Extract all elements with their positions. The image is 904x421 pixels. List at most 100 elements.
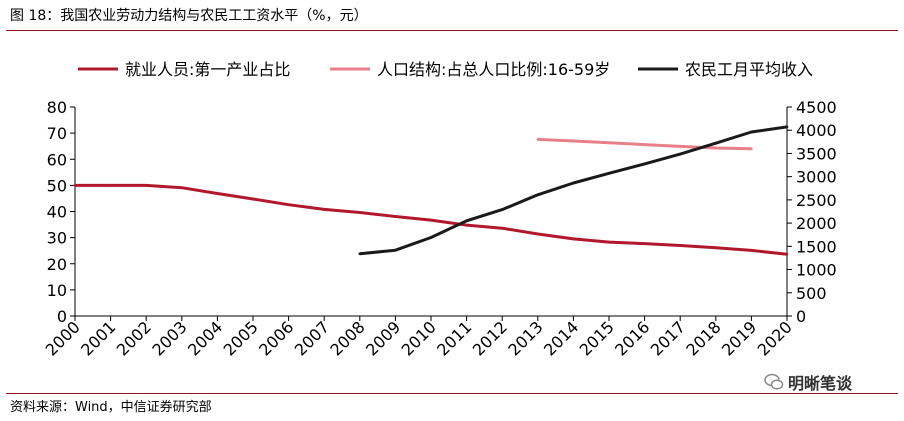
x-tick-label: 2009 bbox=[362, 317, 404, 359]
x-tick-label: 2002 bbox=[113, 317, 155, 359]
title-divider bbox=[6, 30, 898, 31]
data-point bbox=[358, 252, 362, 256]
series-3 bbox=[358, 125, 789, 256]
data-point bbox=[643, 143, 646, 146]
data-point bbox=[216, 192, 219, 195]
data-point bbox=[394, 248, 397, 252]
x-tick-label: 2013 bbox=[504, 317, 546, 359]
data-point bbox=[429, 218, 433, 222]
dual-axis-line-chart: 就业人员:第一产业占比 人口结构:占总人口比例:16-59岁 农民工月平均收入 0 1… bbox=[42, 60, 837, 360]
x-tick-label: 2018 bbox=[682, 317, 724, 359]
data-point bbox=[785, 253, 789, 256]
series-line bbox=[359, 125, 788, 256]
data-point bbox=[394, 215, 397, 218]
x-tick-label: 2004 bbox=[184, 317, 226, 359]
data-point bbox=[607, 141, 611, 145]
x-tick-label: 2010 bbox=[398, 317, 440, 359]
data-point bbox=[607, 240, 611, 244]
right-tick-label: 3500 bbox=[796, 144, 837, 163]
right-y-axis: 0 500 1000 1500 2000 2500 3000 3500 4000 4500 bbox=[786, 98, 837, 326]
x-tick-label: 2001 bbox=[77, 317, 119, 359]
x-tick-label: 2005 bbox=[220, 317, 262, 359]
x-tick-label: 2008 bbox=[326, 317, 368, 359]
chart-series bbox=[73, 125, 789, 256]
data-point bbox=[536, 193, 540, 197]
right-tick-label: 1000 bbox=[796, 261, 837, 280]
x-axis: 2000200120022003200420052006200720082009… bbox=[42, 315, 796, 360]
legend-label: 人口结构:占总人口比例:16-59岁 bbox=[377, 60, 610, 79]
watermark: 明晰笔谈 bbox=[764, 370, 852, 394]
x-tick-label: 2016 bbox=[611, 317, 653, 359]
right-tick-label: 0 bbox=[796, 307, 806, 326]
data-point bbox=[500, 208, 504, 211]
data-point bbox=[750, 147, 753, 151]
source-note: 资料来源：Wind，中信证券研究部 bbox=[10, 400, 212, 415]
data-point bbox=[322, 208, 326, 211]
data-point bbox=[572, 139, 575, 143]
source-divider bbox=[6, 393, 898, 394]
left-tick-label: 0 bbox=[57, 307, 67, 326]
left-y-axis: 0 10 20 30 40 50 60 70 80 bbox=[47, 98, 76, 326]
data-point bbox=[287, 203, 290, 206]
chart-title: 图 18：我国农业劳动力结构与农民工工资水平（%，元） bbox=[10, 8, 368, 24]
left-tick-label: 30 bbox=[47, 229, 67, 248]
series-2 bbox=[536, 137, 753, 151]
data-point bbox=[643, 162, 646, 166]
x-tick-label: 2003 bbox=[148, 317, 190, 359]
x-tick-label: 2020 bbox=[754, 317, 796, 359]
data-point bbox=[109, 184, 112, 187]
data-point bbox=[429, 236, 433, 239]
data-point bbox=[144, 184, 148, 187]
right-tick-label: 2500 bbox=[796, 191, 837, 210]
data-point bbox=[643, 242, 646, 245]
data-point bbox=[607, 172, 611, 175]
wechat-icon bbox=[764, 373, 784, 390]
x-tick-label: 2007 bbox=[291, 317, 333, 359]
x-tick-label: 2006 bbox=[255, 317, 297, 359]
data-point bbox=[572, 237, 575, 241]
left-tick-label: 60 bbox=[47, 150, 67, 169]
x-tick-label: 2017 bbox=[647, 317, 689, 359]
data-point bbox=[714, 141, 718, 145]
data-point bbox=[251, 197, 255, 201]
left-tick-label: 80 bbox=[47, 98, 67, 117]
data-point bbox=[750, 249, 753, 252]
left-tick-label: 10 bbox=[47, 281, 67, 300]
right-tick-label: 4000 bbox=[796, 121, 837, 140]
left-tick-label: 70 bbox=[47, 124, 67, 143]
right-tick-label: 500 bbox=[796, 284, 827, 303]
data-point bbox=[714, 246, 718, 250]
x-tick-label: 2000 bbox=[42, 317, 84, 359]
data-point bbox=[536, 232, 540, 236]
data-point bbox=[465, 219, 468, 223]
data-point bbox=[500, 226, 504, 230]
data-point bbox=[536, 138, 540, 141]
data-point bbox=[358, 211, 362, 214]
right-tick-label: 1500 bbox=[796, 237, 837, 256]
x-tick-label: 2014 bbox=[540, 317, 582, 359]
right-tick-label: 3000 bbox=[796, 168, 837, 187]
right-tick-label: 2000 bbox=[796, 214, 837, 233]
data-point bbox=[785, 125, 789, 129]
data-point bbox=[465, 223, 468, 227]
data-point bbox=[572, 181, 575, 185]
left-tick-label: 40 bbox=[47, 203, 67, 222]
legend-label: 就业人员:第一产业占比 bbox=[125, 60, 290, 79]
left-tick-label: 50 bbox=[47, 176, 67, 195]
watermark-text: 明晰笔谈 bbox=[788, 374, 853, 393]
x-tick-label: 2012 bbox=[469, 317, 511, 359]
data-point bbox=[678, 145, 682, 148]
chart-legend: 就业人员:第一产业占比 人口结构:占总人口比例:16-59岁 农民工月平均收入 bbox=[78, 60, 813, 79]
data-point bbox=[180, 186, 184, 189]
legend-label: 农民工月平均收入 bbox=[685, 60, 813, 79]
left-tick-label: 20 bbox=[47, 255, 67, 274]
series-1 bbox=[73, 183, 789, 256]
x-tick-label: 2015 bbox=[576, 317, 618, 359]
x-tick-label: 2019 bbox=[718, 317, 760, 359]
data-point bbox=[678, 152, 682, 156]
data-point bbox=[73, 184, 77, 187]
data-point bbox=[714, 146, 718, 150]
data-point bbox=[750, 130, 753, 134]
right-tick-label: 4500 bbox=[796, 98, 837, 117]
data-point bbox=[678, 244, 682, 247]
